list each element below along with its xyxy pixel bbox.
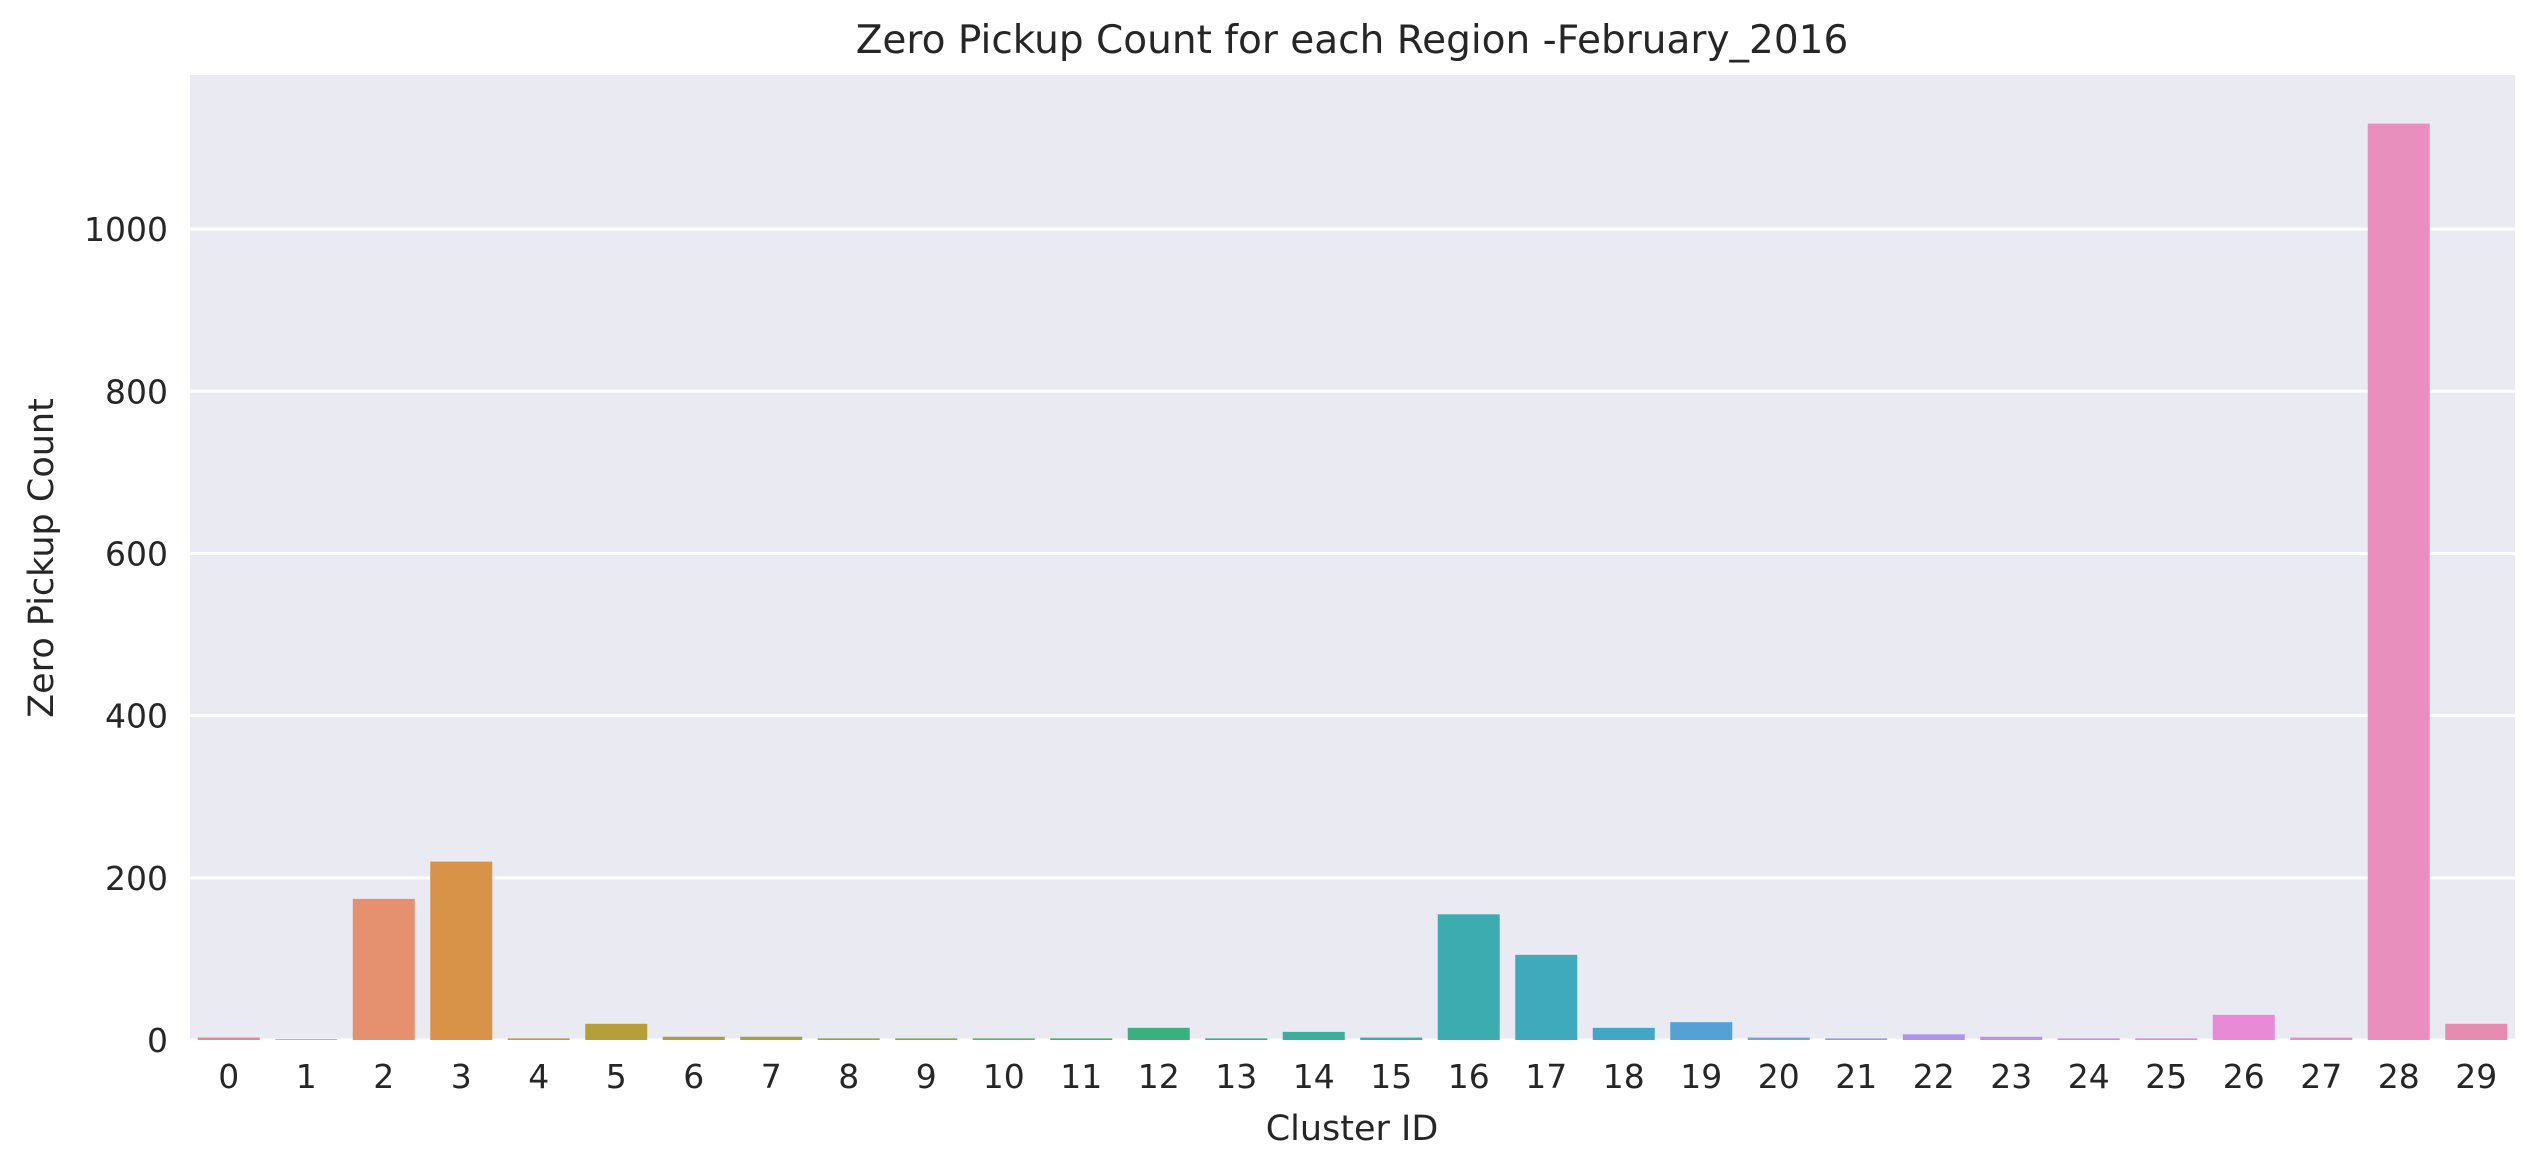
bar-cluster-22	[1902, 1034, 1965, 1040]
x-tick-label: 25	[2145, 1057, 2187, 1096]
y-tick-label: 400	[105, 697, 168, 736]
x-tick-label: 14	[1293, 1057, 1335, 1096]
y-tick-label: 1000	[84, 210, 168, 249]
y-tick-label: 800	[105, 372, 168, 411]
bar-cluster-24	[2057, 1038, 2120, 1040]
x-tick-label: 10	[983, 1057, 1025, 1096]
x-tick-label: 3	[451, 1057, 472, 1096]
bar-cluster-23	[1980, 1036, 2043, 1040]
x-tick-label: 0	[218, 1057, 239, 1096]
bar-cluster-13	[1205, 1038, 1268, 1040]
chart-title: Zero Pickup Count for each Region -Febru…	[856, 18, 1849, 63]
bar-cluster-9	[895, 1038, 958, 1040]
bar-cluster-1	[275, 1039, 338, 1040]
x-tick-label: 9	[916, 1057, 937, 1096]
x-tick-label: 7	[761, 1057, 782, 1096]
x-tick-label: 29	[2455, 1057, 2497, 1096]
x-tick-label: 17	[1525, 1057, 1567, 1096]
x-tick-label: 5	[606, 1057, 627, 1096]
y-axis-label: Zero Pickup Count	[22, 398, 62, 718]
bar-cluster-10	[972, 1038, 1035, 1040]
bar-cluster-28	[2367, 123, 2430, 1041]
x-tick-label: 6	[683, 1057, 704, 1096]
x-tick-label: 23	[1990, 1057, 2032, 1096]
bar-cluster-0	[197, 1037, 260, 1040]
x-tick-label: 19	[1680, 1057, 1722, 1096]
x-tick-label: 22	[1913, 1057, 1955, 1096]
x-tick-label: 1	[296, 1057, 317, 1096]
bar-cluster-21	[1825, 1038, 1888, 1040]
bar-cluster-16	[1437, 914, 1500, 1040]
bar-cluster-12	[1127, 1027, 1190, 1040]
y-tick-label: 200	[105, 859, 168, 898]
bar-cluster-6	[662, 1036, 725, 1040]
bar-cluster-26	[2212, 1014, 2275, 1040]
x-tick-label: 15	[1370, 1057, 1412, 1096]
bar-cluster-20	[1747, 1037, 1810, 1040]
bar-cluster-8	[817, 1038, 880, 1040]
y-tick-label: 600	[105, 534, 168, 573]
bar-cluster-3	[430, 861, 493, 1040]
bar-cluster-15	[1360, 1037, 1423, 1040]
x-tick-label: 4	[528, 1057, 549, 1096]
x-tick-label: 12	[1138, 1057, 1180, 1096]
x-tick-label: 24	[2068, 1057, 2110, 1096]
x-tick-labels: 0 1 2 3 4 5 6 7 8 9 10 11 12 13 14 15 16 17 18 19 20 21 22 23 24…	[218, 1057, 2497, 1096]
bar-cluster-25	[2135, 1038, 2198, 1040]
bar-cluster-19	[1670, 1022, 1733, 1040]
x-tick-label: 11	[1060, 1057, 1102, 1096]
bar-cluster-11	[1050, 1038, 1113, 1040]
grid-lines	[190, 227, 2515, 1042]
x-tick-label: 28	[2378, 1057, 2420, 1096]
y-tick-labels: 0 200 400 600 800 1000	[84, 210, 168, 1060]
plot-background	[190, 75, 2515, 1040]
bar-cluster-29	[2445, 1023, 2508, 1040]
x-tick-label: 20	[1758, 1057, 1800, 1096]
x-tick-label: 27	[2300, 1057, 2342, 1096]
bar-cluster-2	[352, 898, 415, 1040]
x-tick-label: 26	[2223, 1057, 2265, 1096]
bar-cluster-5	[585, 1023, 648, 1040]
x-tick-label: 18	[1603, 1057, 1645, 1096]
x-tick-label: 2	[373, 1057, 394, 1096]
x-tick-label: 21	[1835, 1057, 1877, 1096]
x-tick-label: 8	[838, 1057, 859, 1096]
bar-cluster-18	[1592, 1027, 1655, 1040]
bar-cluster-4	[507, 1038, 570, 1040]
bar-cluster-27	[2290, 1037, 2353, 1040]
bar-cluster-17	[1515, 954, 1578, 1040]
y-tick-label: 0	[147, 1021, 168, 1060]
x-axis-label: Cluster ID	[1266, 1109, 1439, 1149]
bar-cluster-7	[740, 1036, 803, 1040]
bar-cluster-14	[1282, 1031, 1345, 1040]
bars	[197, 123, 2508, 1041]
x-tick-label: 16	[1448, 1057, 1490, 1096]
x-tick-label: 13	[1215, 1057, 1257, 1096]
